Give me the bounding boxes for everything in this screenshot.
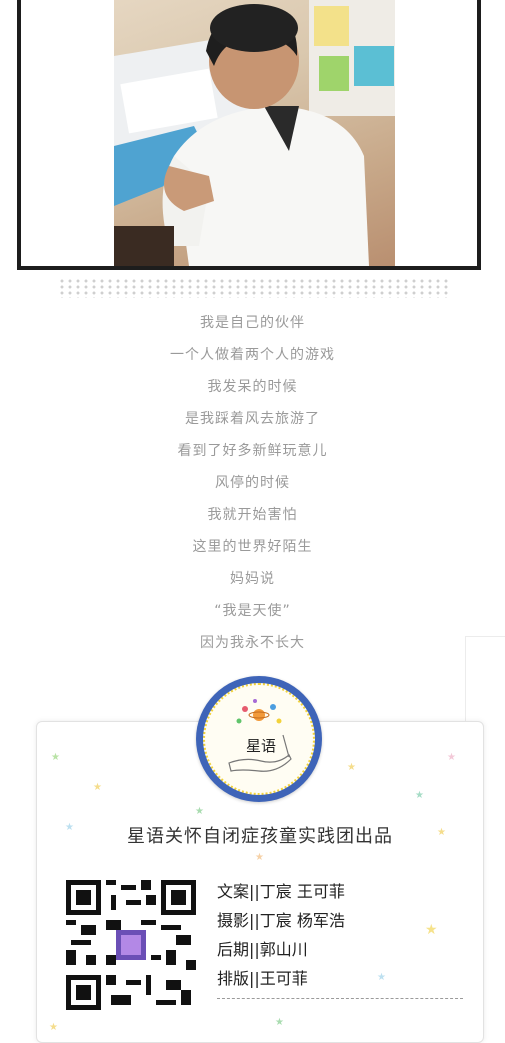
logo: 星语 [196,676,322,802]
poem-line: 一个人做着两个人的游戏 [170,347,335,363]
poem-line: 我是自己的伙伴 [200,315,305,331]
qr-code-image [66,880,196,1010]
star-icon: ★ [65,822,74,833]
poem-line: 风停的时候 [215,475,290,491]
star-icon: ★ [425,922,438,938]
poem-line: 我就开始害怕 [207,507,298,523]
star-icon: ★ [437,827,446,838]
qr-code[interactable] [66,880,196,1010]
poem-line: 是我踩着风去旅游了 [185,411,320,427]
dashed-divider [217,998,463,999]
logo-text: 星语 [245,737,276,755]
photo[interactable] [114,0,395,266]
star-icon: ★ [377,972,386,983]
star-icon: ★ [195,806,204,817]
poem-line: 我发呆的时候 [207,379,298,395]
credit-copywriting: 文案||丁宸 王可菲 [217,882,345,901]
poem-line: “我是天使” [214,603,291,619]
star-icon: ★ [275,1017,284,1028]
star-icon: ★ [255,852,264,863]
poem: 我是自己的伙伴 一个人做着两个人的游戏 我发呆的时候 是我踩着风去旅游了 看到了… [0,312,505,664]
star-icon: ★ [415,790,424,801]
star-icon: ★ [347,762,356,773]
credit-photography: 摄影||丁宸 杨军浩 [217,911,345,930]
poem-line: 看到了好多新鲜玩意儿 [177,443,328,459]
poem-line: 因为我永不长大 [200,635,305,651]
photo-frame [17,0,481,270]
poem-line: 这里的世界好陌生 [192,539,313,555]
credit-layout: 排版||王可菲 [217,969,308,988]
star-icon: ★ [93,782,102,793]
poem-line: 妈妈说 [230,571,275,587]
credits: 文案||丁宸 王可菲 摄影||丁宸 杨军浩 后期||郭山川 排版||王可菲 [217,877,457,993]
star-icon: ★ [49,1022,58,1033]
star-icon: ★ [51,752,60,763]
planet-hand-icon [228,699,292,772]
photo-illustration [114,0,395,266]
dotted-divider [58,278,448,298]
star-icon: ★ [447,752,456,763]
logo-badge: 星语 [203,683,315,795]
card-title: 星语关怀自闭症孩童实践团出品 [127,826,393,847]
credit-post-production: 后期||郭山川 [217,940,308,959]
